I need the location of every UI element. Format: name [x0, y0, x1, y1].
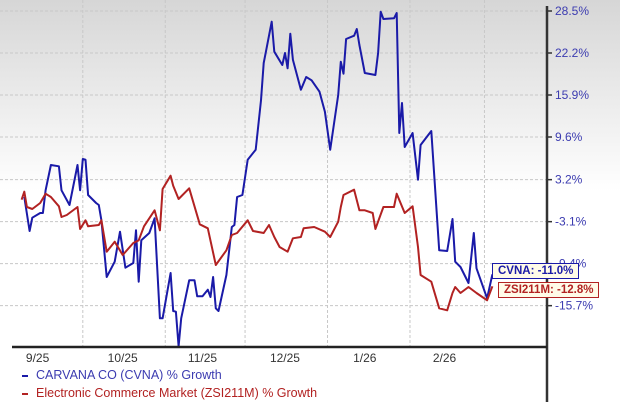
y-tick-label: 28.5%: [555, 4, 589, 18]
zsi-end-label: ZSI211M: -12.8%: [498, 282, 600, 298]
y-tick-label: -15.7%: [555, 299, 593, 313]
y-tick-label: 9.6%: [555, 130, 583, 144]
x-tick-label: 11/25: [188, 351, 217, 365]
x-tick-label: 9/25: [26, 351, 50, 365]
y-tick-label: 15.9%: [555, 88, 589, 102]
y-tick-label: 22.2%: [555, 46, 589, 60]
x-tick-label: 1/26: [353, 351, 377, 365]
x-tick-label: 2/26: [433, 351, 457, 365]
legend-swatch-cvna: [22, 374, 28, 377]
legend-item-cvna: CARVANA CO (CVNA) % Growth: [22, 368, 222, 382]
cvna-end-label: CVNA: -11.0%: [492, 263, 580, 279]
legend-label-zsi: Electronic Commerce Market (ZSI211M) % G…: [36, 386, 318, 400]
x-tick-label: 10/25: [108, 351, 138, 365]
y-tick-label: 3.2%: [555, 173, 583, 187]
legend-label-cvna: CARVANA CO (CVNA) % Growth: [36, 368, 222, 382]
y-tick-label: -3.1%: [555, 215, 587, 229]
zsi211m-series-line: [20, 174, 494, 312]
x-tick-label: 12/25: [270, 351, 300, 365]
legend-item-zsi: Electronic Commerce Market (ZSI211M) % G…: [22, 386, 317, 400]
legend-swatch-zsi: [22, 392, 28, 395]
cvna-series-line: [23, 10, 494, 348]
